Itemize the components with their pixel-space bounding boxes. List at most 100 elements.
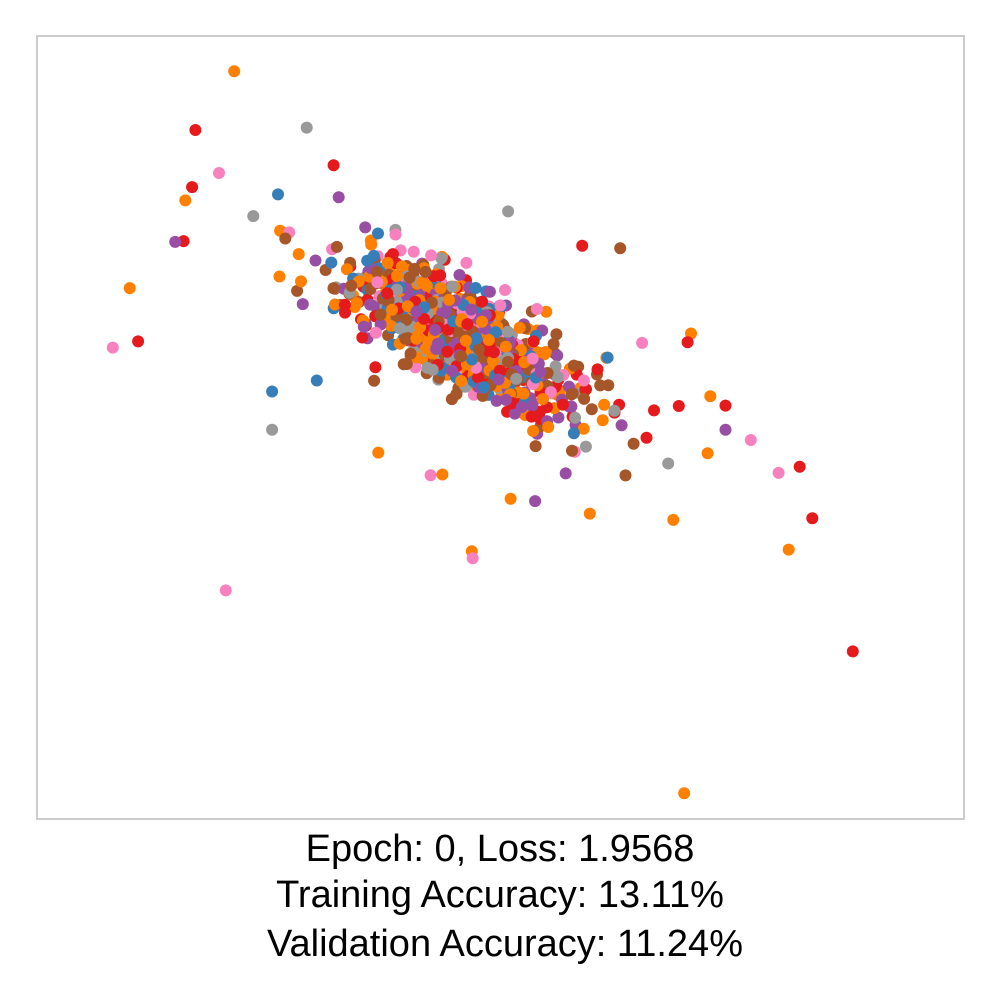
scatter-point: [493, 364, 506, 377]
scatter-point: [394, 322, 406, 335]
scatter-point: [483, 285, 496, 298]
scatter-point: [390, 283, 403, 296]
scatter-point: [478, 381, 490, 394]
scatter-point: [476, 315, 488, 328]
scatter-point: [332, 191, 345, 204]
scatter-point: [615, 419, 628, 432]
scatter-point: [410, 332, 423, 345]
scatter-point: [559, 467, 572, 480]
scatter-point: [782, 543, 795, 556]
scatter-point: [386, 303, 398, 316]
scatter-point: [431, 337, 444, 350]
scatter-point: [408, 262, 421, 275]
scatter-point: [372, 227, 384, 240]
scatter-point: [793, 460, 806, 473]
scatter-point: [426, 363, 439, 376]
scatter-point: [772, 466, 785, 479]
scatter-point: [567, 427, 580, 440]
scatter-point: [169, 235, 182, 248]
scatter-point: [576, 239, 589, 252]
scatter-point: [429, 323, 441, 336]
scatter-point: [465, 303, 478, 316]
scatter-point: [536, 393, 549, 406]
scatter-point: [662, 457, 675, 470]
scatter-point: [443, 293, 455, 306]
scatter-point: [591, 363, 604, 376]
scatter-point: [482, 334, 495, 346]
scatter-point: [525, 410, 538, 423]
scatter-point: [329, 298, 341, 311]
scatter-point: [577, 374, 590, 387]
scatter-point: [499, 340, 512, 353]
scatter-point: [365, 238, 378, 251]
scatter-point: [466, 353, 478, 366]
scatter-point: [247, 210, 260, 223]
scatter-point: [371, 276, 384, 289]
scatter-point: [567, 359, 580, 372]
scatter-point: [667, 513, 680, 526]
scatter-point: [472, 371, 484, 384]
scatter-point: [460, 256, 473, 269]
scatter-point: [527, 335, 540, 348]
scatter-point: [368, 374, 381, 387]
scatter-point: [601, 351, 614, 364]
scatter-point: [681, 336, 694, 349]
scatter-point: [189, 124, 202, 136]
scatter-point: [390, 270, 403, 282]
scatter-point: [549, 360, 562, 373]
scatter-point: [550, 328, 563, 341]
scatter-point: [179, 194, 192, 207]
scatter-point: [404, 347, 417, 360]
scatter-point: [345, 279, 358, 292]
scatter-point: [578, 392, 591, 405]
scatter-point: [527, 425, 540, 437]
scatter-point: [636, 336, 649, 349]
scatter-point: [410, 305, 423, 318]
scatter-point: [425, 249, 438, 262]
scatter-point: [419, 265, 432, 278]
scatter-point: [504, 492, 517, 505]
scatter-point: [526, 399, 539, 412]
scatter-point: [701, 447, 714, 460]
scatter-point: [510, 372, 523, 385]
scatter-point: [648, 404, 660, 417]
scatter-point: [418, 312, 430, 325]
scatter-point: [608, 404, 621, 417]
scatter-point: [291, 284, 304, 297]
scatter-point: [472, 343, 485, 356]
scatter-point: [300, 121, 313, 134]
scatter-point: [374, 308, 387, 321]
scatter-point: [614, 242, 627, 255]
scatter-point: [492, 309, 505, 321]
scatter-point: [186, 181, 199, 194]
scatter-point: [565, 388, 578, 401]
scatter-point: [542, 421, 555, 433]
scatter-point: [213, 167, 225, 179]
scatter-point: [585, 403, 598, 416]
scatter-point: [272, 188, 284, 201]
scatter-point: [453, 269, 466, 281]
scatter-point: [401, 300, 414, 313]
scatter-point: [389, 228, 402, 241]
scatter-point: [340, 263, 353, 276]
caption-training-accuracy: Training Accuracy: 13.11%: [276, 874, 724, 916]
scatter-point: [515, 401, 528, 414]
scatter-point: [489, 326, 502, 339]
scatter-point: [338, 298, 351, 311]
scatter-point: [577, 422, 590, 435]
scatter-point: [369, 326, 382, 339]
scatter-point: [719, 399, 732, 412]
scatter-point: [469, 282, 482, 294]
scatter-point: [744, 434, 757, 446]
scatter-point: [538, 348, 551, 361]
scatter-point: [492, 373, 505, 386]
scatter-point: [266, 423, 279, 436]
scatter-point: [446, 280, 459, 293]
scatter-point: [594, 379, 607, 392]
scatter-point: [327, 282, 340, 295]
scatter-point: [806, 512, 819, 525]
scatter-point: [273, 270, 286, 283]
scatter-point: [526, 352, 539, 365]
scatter-point: [502, 205, 515, 218]
scatter-point: [434, 282, 447, 295]
